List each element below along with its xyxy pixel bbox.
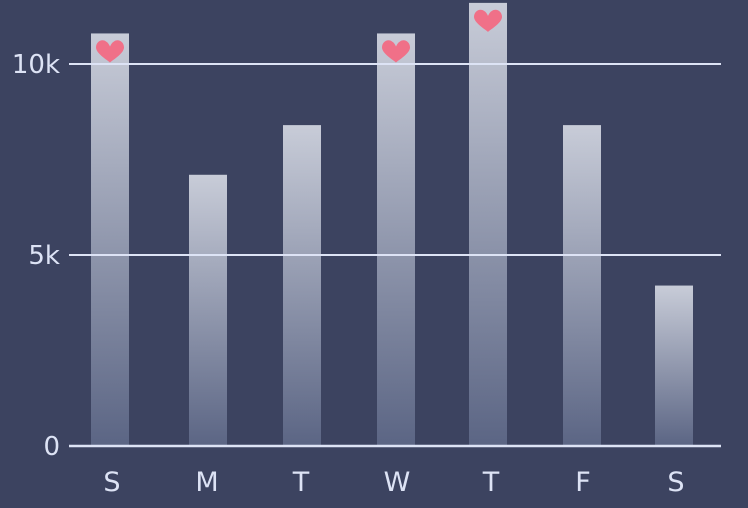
bars-layer [91,2,693,447]
x-tick-label: M [195,467,218,498]
heart-markers [96,9,502,63]
y-tick-label: 5k [28,241,60,271]
heart-icon [96,40,124,63]
bar-2 [189,174,227,446]
y-tick-label: 10k [12,50,60,80]
x-tick-label: T [482,467,500,498]
bar-6 [563,125,601,447]
gridlines [69,63,721,448]
bar-3 [283,125,321,447]
heart-icon [382,40,410,63]
y-tick-label: 0 [43,432,60,462]
heart-icon [474,9,502,32]
bar-4 [377,33,415,446]
bar-1 [91,33,129,446]
x-tick-label: F [575,467,591,498]
x-tick-label: W [384,467,411,498]
x-tick-label: S [103,467,120,498]
y-axis-tick-labels: 0 5k 10k [12,50,60,462]
bar-5 [469,2,507,446]
x-tick-label: T [292,467,310,498]
bar-7 [655,285,693,446]
x-tick-label: S [667,467,684,498]
